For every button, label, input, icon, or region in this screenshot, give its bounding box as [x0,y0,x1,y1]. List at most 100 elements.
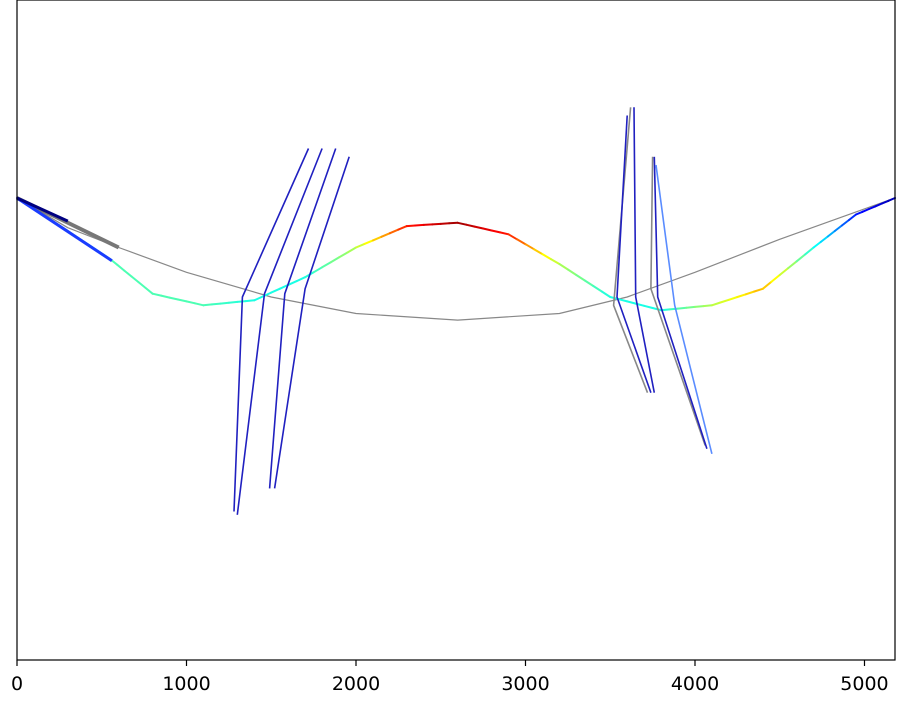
colored-curve-segment [312,266,324,274]
colored-curve-segment [881,199,890,205]
x-tick-label: 1000 [162,673,210,695]
plot-area [16,107,896,515]
navy-stub [16,196,69,223]
colored-curve-segment [439,222,451,225]
colored-curve-segment [558,263,569,271]
colored-curve-segment [295,276,307,283]
colored-curve-segment [592,285,603,293]
blade-right-5 [655,164,713,454]
colored-curve-segment [405,224,417,228]
x-tick-label: 5000 [840,673,888,695]
colored-curve-segment [795,253,807,263]
colored-curve-segment [516,238,527,246]
colored-curve-segment [753,287,764,293]
colored-curve-segment [380,232,391,238]
colored-curve-segment [887,197,896,202]
colored-curve-segment [840,219,850,227]
colored-curve-segment [151,292,163,297]
colored-curve-segment [651,307,663,312]
colored-curve-segment [770,274,781,283]
colored-curve-segment [253,295,264,302]
colored-curve-segment [397,225,408,231]
colored-curve-segment [227,300,239,304]
colored-curve-segment [363,239,374,245]
blade-right-0 [612,107,649,393]
colored-curve-segment [727,296,739,301]
colored-curve-segment [643,304,654,309]
colored-curve-segment [702,304,713,308]
colored-curve-segment [278,283,290,290]
colored-curve-segment [422,223,434,226]
colored-curve-segment [371,235,383,242]
colored-curve-segment [321,261,332,269]
colored-curve-segment [533,248,544,256]
colored-deformed-curve [16,197,896,312]
colored-curve-segment [819,235,829,243]
blade-right-3 [650,156,706,446]
x-tick-label: 4000 [671,673,719,695]
colored-curve-segment [626,300,637,305]
colored-curve-segment [194,302,205,307]
colored-curve-segment [329,256,340,264]
colored-curve-segment [287,280,298,286]
colored-curve-segment [736,293,747,298]
colored-curve-segment [499,231,510,236]
colored-curve-segment [130,275,140,284]
colored-curve-segment [694,305,705,308]
colored-curve-segment [541,253,552,261]
colored-curve-segment [861,208,870,213]
colored-curve-segment [868,205,877,210]
colored-curve-segment [123,269,133,278]
colored-curve-segment [448,221,459,225]
colored-curve-segment [778,267,790,276]
colored-curve-segment [524,243,535,251]
colored-curve-segment [465,223,476,228]
colored-curve-segment [490,229,502,234]
colored-curve-segment [355,242,366,249]
colored-curve-segment [685,305,696,309]
colored-curve-segment [668,307,679,311]
blade-right-1 [616,115,652,393]
x-tick-label: 0 [11,673,23,695]
colored-curve-segment [482,227,493,232]
reference-curve [16,197,896,321]
colored-curve-segment [826,230,836,238]
colored-curve-segment [833,224,843,232]
colored-curve-segment [346,246,357,254]
colored-curve-segment [185,300,196,305]
colored-curve-segment [202,303,213,307]
colored-curve-segment [473,225,485,230]
blade-left-3 [273,156,350,489]
plot-frame [16,0,896,661]
colored-curve-segment [617,298,629,303]
blade-right-4 [653,156,708,450]
blade-right-2 [633,107,656,393]
x-tick-label: 3000 [501,673,549,695]
blade-left-1 [236,148,323,515]
colored-curve-segment [137,281,147,289]
colored-curve-segment [855,210,864,216]
colored-curve-segment [270,287,281,294]
colored-curve-segment [177,298,188,303]
blade-left-0 [233,148,310,512]
blade-left-2 [268,148,337,489]
colored-curve-segment [507,233,518,241]
colored-curve-segment [414,223,425,227]
x-tick-label: 2000 [332,673,380,695]
colored-curve-segment [874,202,883,208]
colored-curve-segment [116,263,126,272]
colored-curve-segment [583,279,595,287]
colored-curve-segment [388,228,400,235]
colored-curve-segment [144,286,154,295]
colored-curve-segment [210,302,222,306]
colored-curve-segment [719,298,730,304]
colored-curve-segment [219,301,230,305]
colored-curve-segment [456,221,468,226]
colored-curve-segment [812,241,822,249]
colored-curve-segment [677,306,688,310]
colored-curve-segment [566,268,578,276]
x-axis: 0 1000 2000 3000 4000 5000 [11,660,889,695]
colored-curve-segment [575,274,586,282]
blue-stub [16,196,113,262]
